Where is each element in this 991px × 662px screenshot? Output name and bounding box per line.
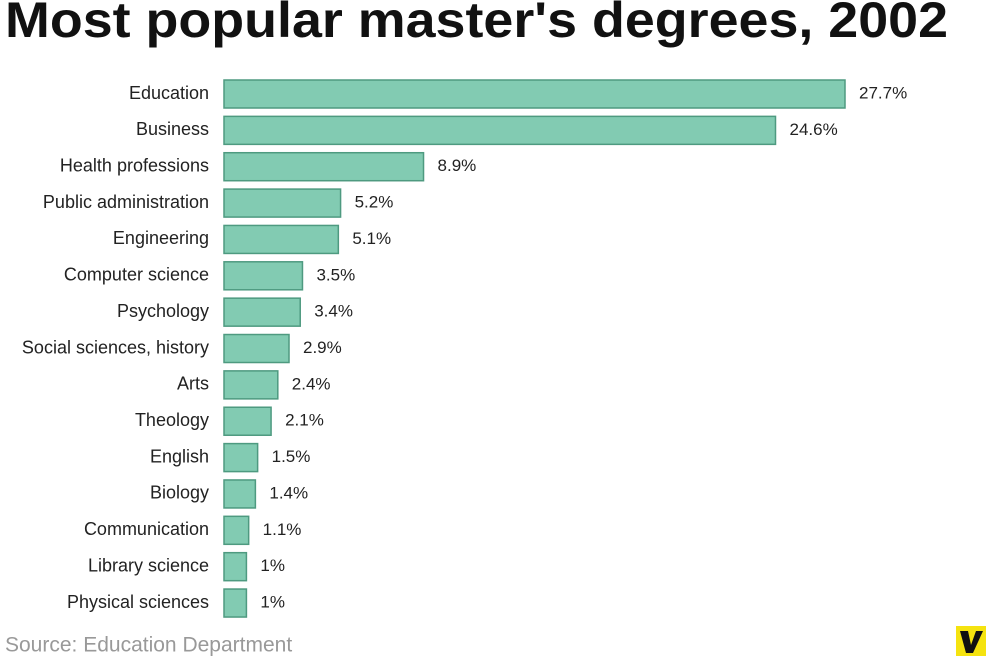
source: Source: Education Department bbox=[5, 634, 292, 657]
value-label: 3.5% bbox=[316, 265, 355, 284]
category-label: Library science bbox=[88, 555, 209, 575]
bar bbox=[223, 370, 279, 400]
category-label: Education bbox=[129, 83, 209, 103]
bar bbox=[223, 479, 257, 509]
bar bbox=[223, 588, 248, 618]
category-label: Communication bbox=[84, 519, 209, 539]
value-label: 24.6% bbox=[790, 120, 838, 139]
value-label: 1.4% bbox=[269, 483, 308, 502]
value-label: 1% bbox=[260, 593, 285, 612]
category-label: Computer science bbox=[64, 265, 209, 285]
bar bbox=[223, 79, 846, 109]
value-label: 27.7% bbox=[859, 83, 907, 102]
bar bbox=[223, 297, 301, 327]
bar bbox=[223, 333, 290, 364]
category-label: Theology bbox=[135, 410, 209, 430]
bar bbox=[223, 406, 272, 436]
category-label: Psychology bbox=[117, 301, 209, 321]
value-label: 5.1% bbox=[352, 229, 391, 248]
category-label: Physical sciences bbox=[67, 592, 209, 612]
category-label: Health professions bbox=[60, 155, 209, 175]
category-label: English bbox=[150, 446, 209, 466]
bar bbox=[223, 224, 340, 255]
category-label: Social sciences, history bbox=[22, 337, 209, 357]
bar bbox=[223, 551, 248, 582]
value-label: 2.4% bbox=[292, 374, 331, 393]
category-label: Engineering bbox=[113, 228, 209, 248]
category-label: Business bbox=[136, 119, 209, 139]
value-label: 2.1% bbox=[285, 411, 324, 430]
value-label: 8.9% bbox=[438, 156, 477, 175]
value-label: 1.5% bbox=[272, 447, 311, 466]
bar bbox=[223, 261, 304, 291]
bar bbox=[223, 515, 250, 546]
bar bbox=[223, 115, 777, 146]
category-label: Public administration bbox=[43, 192, 209, 212]
value-label: 3.4% bbox=[314, 302, 353, 321]
logo bbox=[956, 626, 986, 656]
bar bbox=[223, 442, 259, 473]
category-label: Biology bbox=[150, 483, 209, 503]
value-label: 1% bbox=[260, 556, 285, 575]
bar bbox=[223, 188, 342, 218]
value-label: 1.1% bbox=[263, 520, 302, 539]
category-label: Arts bbox=[177, 374, 209, 394]
value-label: 2.9% bbox=[303, 338, 342, 357]
value-label: 5.2% bbox=[355, 193, 394, 212]
chart-title: Most popular master's degrees, 2002 bbox=[5, 0, 948, 48]
bar bbox=[223, 151, 425, 182]
